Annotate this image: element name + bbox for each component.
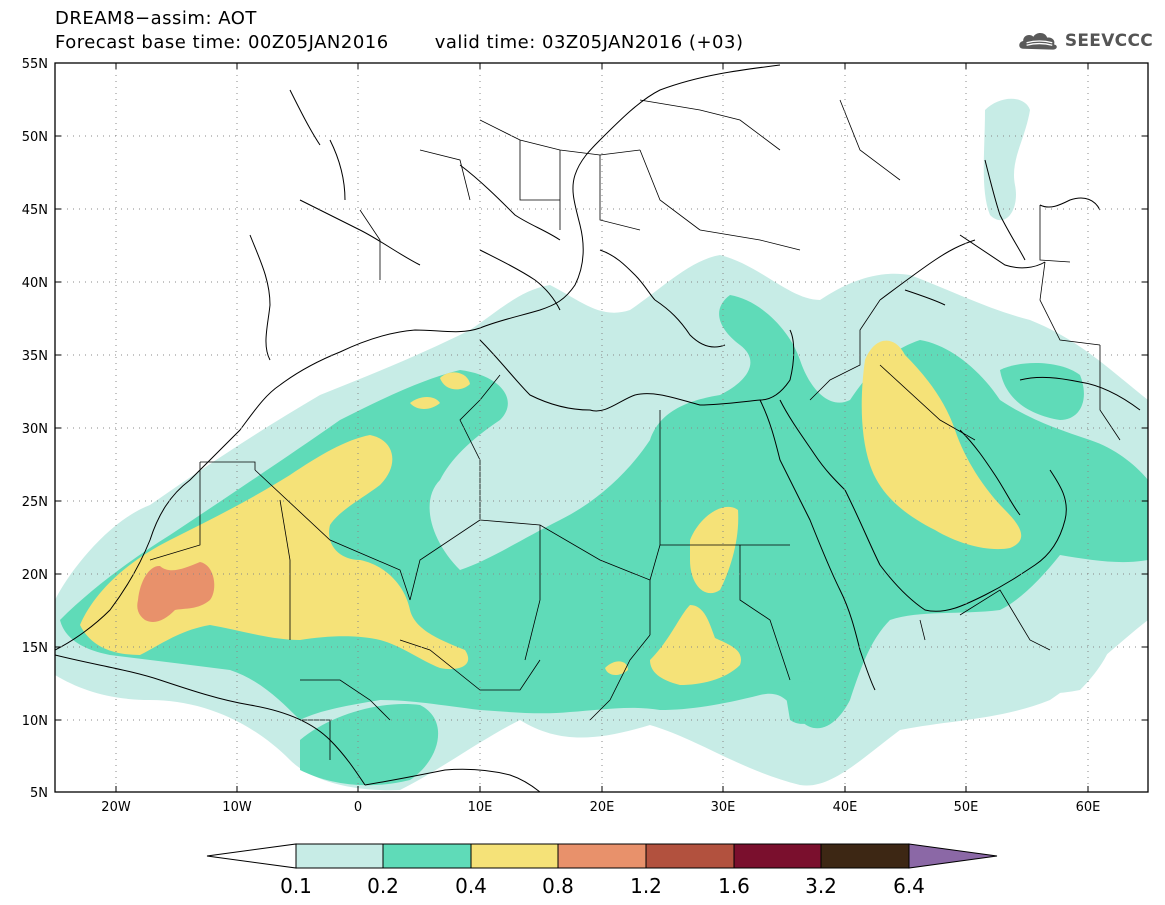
colorbar-label: 3.2 — [805, 874, 837, 898]
logo: SEEVCCC — [1018, 28, 1153, 54]
lat-label: 45N — [22, 203, 48, 218]
lon-label: 40E — [833, 800, 858, 815]
lon-label: 50E — [954, 800, 979, 815]
lon-labels: 20W 10W 0 10E 20E 30E 40E 50E 60E — [101, 800, 1100, 815]
colorbar-labels: 0.1 0.2 0.4 0.8 1.2 1.6 3.2 6.4 — [280, 874, 925, 898]
colorbar-label: 1.6 — [718, 874, 750, 898]
lat-label: 10N — [22, 714, 48, 729]
colorbar-bin — [295, 843, 384, 869]
colorbar-bin — [645, 843, 735, 869]
colorbar-bin — [557, 843, 647, 869]
lat-label: 15N — [22, 641, 48, 656]
colorbar-arrow-low — [206, 843, 297, 869]
colorbar-label: 0.8 — [542, 874, 574, 898]
aot-level-0-4 — [80, 340, 1022, 685]
lat-label: 25N — [22, 495, 48, 510]
colorbar-bin — [382, 843, 472, 869]
colorbar-label: 1.2 — [630, 874, 662, 898]
graticule — [55, 63, 1148, 792]
cloud-logo-icon — [1019, 32, 1057, 50]
colorbar-label: 6.4 — [893, 874, 925, 898]
lat-label: 5N — [30, 786, 48, 801]
lon-label: 60E — [1076, 800, 1101, 815]
aot-level-0-8 — [137, 562, 215, 622]
tick-marks — [55, 62, 1148, 793]
colorbar-bin — [733, 843, 822, 869]
time-info: Forecast base time: 00Z05JAN2016 valid ti… — [55, 32, 743, 53]
lon-label: 20W — [101, 800, 131, 815]
lon-label: 10W — [222, 800, 252, 815]
lat-label: 50N — [22, 130, 48, 145]
country-borders — [149, 99, 1121, 760]
colorbar-label: 0.1 — [280, 874, 312, 898]
lat-labels: 5N 10N 15N 20N 25N 30N 35N 40N 45N 50N 5… — [22, 57, 48, 801]
lat-label: 30N — [22, 422, 48, 437]
colorbar-bin — [470, 843, 559, 869]
colorbar-label: 0.2 — [367, 874, 399, 898]
lon-label: 20E — [590, 800, 615, 815]
coastlines — [55, 64, 1141, 792]
lon-label: 0 — [354, 800, 362, 815]
colorbar-arrow-high — [908, 843, 998, 869]
colorbar — [206, 843, 998, 869]
lon-label: 30E — [711, 800, 736, 815]
lat-label: 20N — [22, 568, 48, 583]
colorbar-bin — [820, 843, 910, 869]
lon-label: 10E — [468, 800, 493, 815]
colorbar-label: 0.4 — [455, 874, 487, 898]
forecast-base-time: Forecast base time: 00Z05JAN2016 — [55, 32, 389, 53]
chart-title: DREAM8−assim: AOT — [55, 8, 257, 29]
lat-label: 55N — [22, 57, 48, 72]
valid-time: valid time: 03Z05JAN2016 (+03) — [434, 32, 744, 53]
logo-text: SEEVCCC — [1064, 31, 1153, 51]
aot-shading — [55, 98, 1148, 791]
lat-label: 40N — [22, 276, 48, 291]
lat-label: 35N — [22, 349, 48, 364]
